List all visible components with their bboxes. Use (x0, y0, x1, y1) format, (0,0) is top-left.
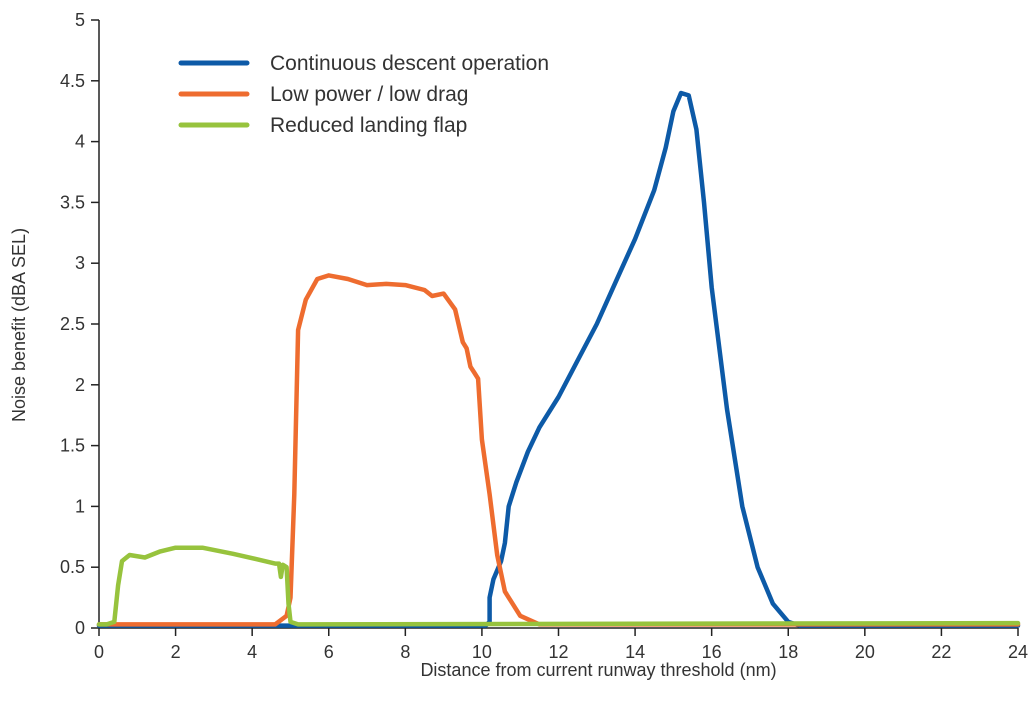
y-axis-ticks: 0 0.5 1 1.5 2 2.5 3 3.5 4 4.5 5 (60, 10, 99, 638)
x-tick-label: 6 (324, 642, 334, 662)
legend-label-1: Continuous descent operation (270, 52, 549, 75)
x-tick-label: 12 (548, 642, 568, 662)
legend-label-2: Low power / low drag (270, 83, 468, 106)
y-tick-label: 3 (75, 253, 85, 273)
y-tick-label: 1 (75, 496, 85, 516)
series-line-2 (96, 273, 1021, 627)
x-tick-label: 24 (1008, 642, 1028, 662)
y-tick-label: 2.5 (60, 314, 85, 334)
y-tick-label: 0 (75, 618, 85, 638)
series-layer (96, 90, 1021, 628)
y-tick-label: 3.5 (60, 192, 85, 212)
x-tick-label: 16 (702, 642, 722, 662)
x-axis-ticks: 0 2 4 6 8 10 12 14 16 18 20 22 24 (94, 628, 1028, 662)
x-tick-label: 10 (472, 642, 492, 662)
x-tick-label: 18 (778, 642, 798, 662)
x-tick-label: 14 (625, 642, 645, 662)
series-line-1 (96, 90, 1021, 628)
legend-label-3: Reduced landing flap (270, 114, 467, 137)
y-tick-label: 4 (75, 132, 85, 152)
x-tick-label: 8 (400, 642, 410, 662)
x-tick-label: 22 (931, 642, 951, 662)
y-tick-label: 5 (75, 10, 85, 30)
x-axis-title: Distance from current runway threshold (… (420, 660, 776, 680)
y-tick-label: 1.5 (60, 436, 85, 456)
series-line-3 (96, 545, 1021, 627)
y-tick-label: 0.5 (60, 557, 85, 577)
x-tick-label: 2 (171, 642, 181, 662)
x-tick-label: 20 (855, 642, 875, 662)
x-tick-label: 0 (94, 642, 104, 662)
x-tick-label: 4 (247, 642, 257, 662)
y-tick-label: 2 (75, 375, 85, 395)
y-axis-title: Noise benefit (dBA SEL) (9, 228, 29, 422)
legend: Continuous descent operation Low power / … (178, 52, 549, 137)
y-tick-label: 4.5 (60, 71, 85, 91)
